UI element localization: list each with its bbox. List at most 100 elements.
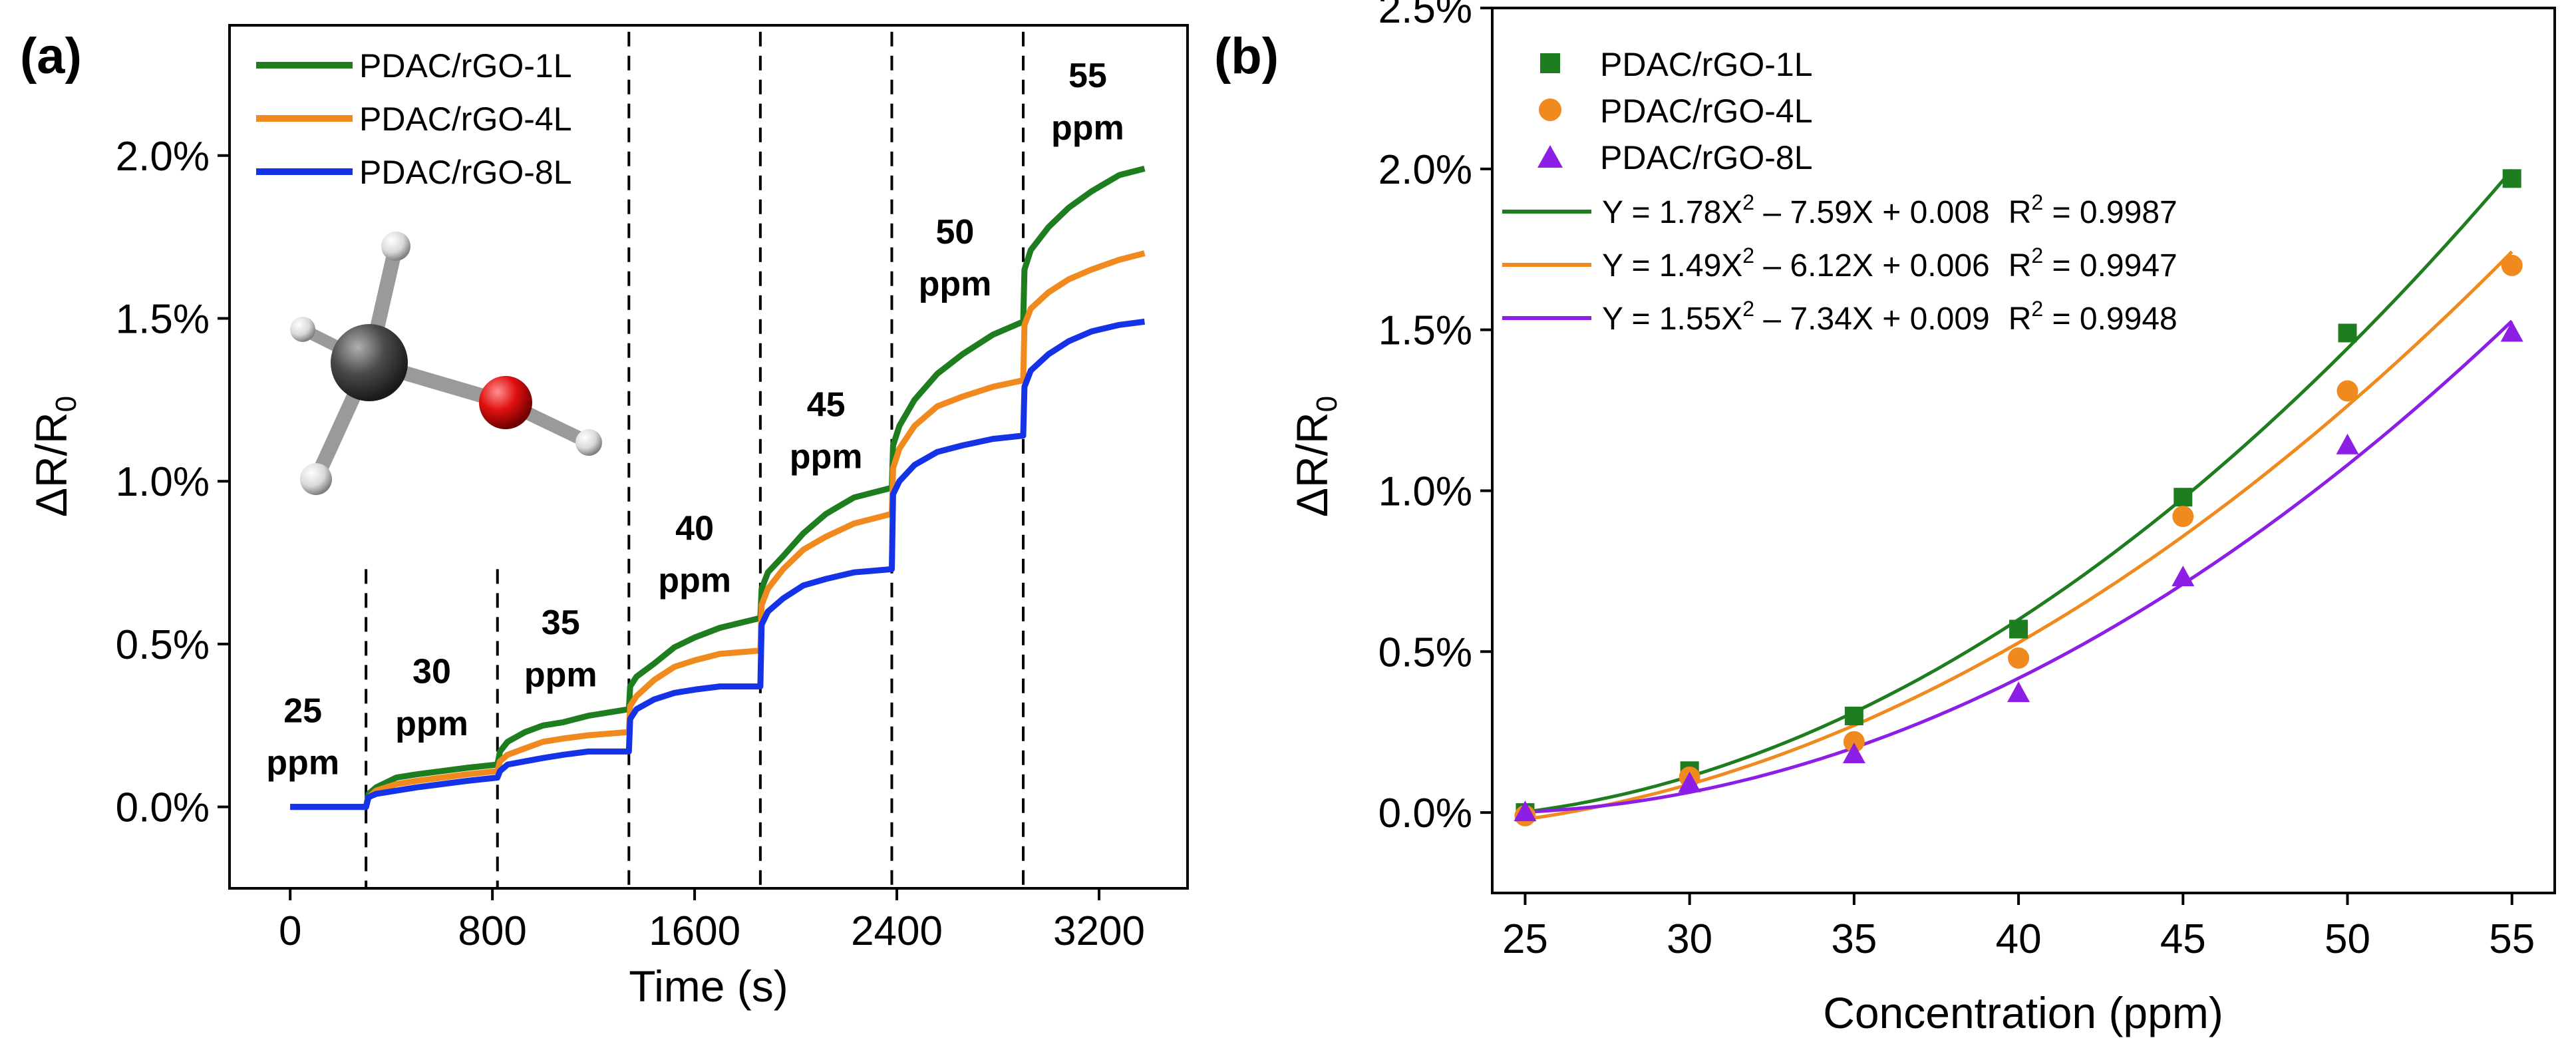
b-point-triangle [2336, 433, 2359, 454]
b-y-tick-label: 0.0% [1378, 791, 1472, 836]
b-y-axis-title: ΔR/R0 [1287, 396, 1343, 517]
b-fit-curve-2 [1525, 250, 2513, 821]
a-y-axis-title-sub: 0 [50, 396, 82, 412]
fit-eq-main: Y = 1.49X [1602, 248, 1742, 283]
b-x-ticks: 25 30 35 40 45 50 55 [1502, 893, 2535, 962]
fit-eq-rest: – 7.59X + 0.008 [1754, 195, 1990, 230]
b-data-points [1514, 169, 2523, 826]
a-ppm-unit-1: ppm [266, 744, 339, 783]
a-ppm-unit-6: ppm [919, 265, 992, 303]
methanol-molecule-icon [290, 232, 602, 495]
fit-r2-value: = 0.9948 [2043, 301, 2177, 337]
b-legend-fit-eq-8l: Y = 1.55X2 – 7.34X + 0.009 R2 = 0.9948 [1602, 297, 2177, 337]
a-ppm-unit-2: ppm [395, 705, 468, 743]
a-ppm-value-4: 40 [675, 509, 714, 548]
hydrogen-atom-icon [575, 429, 602, 456]
fit-eq-exponent: 2 [1742, 190, 1754, 214]
fit-r2-exponent: 2 [2031, 244, 2043, 267]
fit-eq-exponent: 2 [1742, 244, 1754, 267]
fit-eq-exponent: 2 [1742, 297, 1754, 321]
panel-b: (b) 25 30 35 40 45 50 55 0.0% 0.5% 1.0% 1.5% 2.0% 2… [1214, 0, 2556, 1037]
panel-a-label: (a) [20, 28, 82, 85]
fit-r2-exponent: 2 [2031, 190, 2043, 214]
b-y-tick-label: 1.0% [1378, 468, 1472, 514]
b-y-axis-title-sub: 0 [1311, 396, 1343, 412]
a-series-line-3 [290, 318, 1145, 810]
a-legend-label-1l: PDAC/rGO-1L [359, 47, 572, 85]
b-point-circle [2501, 254, 2523, 276]
b-x-axis-title: Concentration (ppm) [1823, 988, 2223, 1037]
a-series [290, 166, 1146, 810]
a-ppm-unit-4: ppm [658, 562, 731, 600]
a-series-line-1 [290, 166, 1146, 810]
b-point-triangle [1514, 800, 1537, 822]
a-y-tick-label: 0.5% [116, 622, 210, 668]
b-y-ticks: 0.0% 0.5% 1.0% 1.5% 2.0% 2.5% [1378, 0, 1492, 836]
hydrogen-atom-icon [300, 463, 332, 495]
b-y-axis-title-main: ΔR/R [1287, 412, 1337, 517]
a-legend-label-8l: PDAC/rGO-8L [359, 154, 572, 191]
a-plot-frame [228, 24, 1189, 890]
fit-r2-label: R [2009, 195, 2032, 230]
a-y-tick-label: 1.0% [116, 459, 210, 505]
a-legend: PDAC/rGO-1L PDAC/rGO-4L PDAC/rGO-8L [256, 47, 572, 191]
a-ppm-unit-3: ppm [524, 656, 597, 695]
b-x-tick-label: 50 [2325, 916, 2370, 962]
a-ppm-unit-7: ppm [1051, 108, 1124, 147]
fit-r2-value: = 0.9947 [2043, 248, 2177, 283]
hydrogen-atom-icon [381, 232, 410, 261]
b-y-tick-label: 2.0% [1378, 147, 1472, 193]
a-y-tick-label: 1.5% [116, 296, 210, 342]
a-ppm-value-2: 30 [412, 653, 451, 691]
a-ppm-value-7: 55 [1068, 57, 1107, 95]
a-y-ticks: 0.0% 0.5% 1.0% 1.5% 2.0% [116, 134, 230, 831]
b-legend-fit-eq-1l: Y = 1.78X2 – 7.59X + 0.008 R2 = 0.9987 [1602, 190, 2177, 230]
hydrogen-atom-icon [290, 317, 315, 342]
b-legend-marker-4l [1539, 98, 1561, 121]
b-y-tick-label: 1.5% [1378, 308, 1472, 354]
fit-r2-value: = 0.9987 [2043, 195, 2177, 230]
b-x-tick-label: 35 [1831, 916, 1877, 962]
panel-b-label: (b) [1214, 28, 1279, 85]
b-x-tick-label: 40 [1996, 916, 2042, 962]
a-ppm-value-3: 35 [542, 604, 580, 642]
a-x-tick-label: 1600 [649, 908, 740, 954]
b-legend-marker-1l [1540, 53, 1560, 73]
a-series-line-2 [290, 250, 1146, 810]
b-point-square [1844, 707, 1863, 725]
carbon-atom-icon [331, 324, 408, 401]
b-point-triangle [2500, 321, 2523, 342]
b-point-triangle [1842, 743, 1865, 764]
b-point-square [2502, 169, 2521, 188]
a-x-ticks: 0 800 1600 2400 3200 [279, 888, 1145, 954]
a-ppm-labels: 25 ppm 30 ppm 35 ppm 40 ppm 45 ppm 50 ppm 55 ppm [266, 57, 1124, 783]
a-ppm-unit-5: ppm [790, 438, 863, 476]
a-y-tick-label: 2.0% [116, 134, 210, 180]
a-legend-label-4l: PDAC/rGO-4L [359, 100, 572, 138]
b-point-circle [2336, 380, 2358, 402]
a-y-tick-label: 0.0% [116, 785, 210, 831]
a-x-axis-title: Time (s) [629, 962, 788, 1011]
b-y-tick-label: 0.5% [1378, 629, 1472, 675]
b-legend-label-1l: PDAC/rGO-1L [1600, 46, 1813, 83]
b-point-triangle [1678, 771, 1701, 793]
a-ppm-value-1: 25 [283, 691, 322, 730]
b-point-square [2174, 488, 2193, 507]
b-x-tick-label: 45 [2160, 916, 2206, 962]
a-dividers [365, 31, 1025, 888]
b-legend-label-4l: PDAC/rGO-4L [1600, 92, 1813, 130]
b-point-circle [1843, 731, 1865, 753]
b-fit-curve-3 [1525, 319, 2513, 814]
oxygen-atom-icon [479, 376, 532, 429]
b-legend-label-8l: PDAC/rGO-8L [1600, 139, 1813, 176]
fit-r2-label: R [2009, 301, 2032, 337]
fit-eq-main: Y = 1.55X [1602, 301, 1742, 337]
a-x-tick-label: 3200 [1053, 908, 1145, 954]
b-x-tick-label: 55 [2489, 916, 2535, 962]
b-point-triangle [2172, 566, 2195, 587]
fit-eq-rest: – 6.12X + 0.006 [1754, 248, 1990, 283]
fit-eq-main: Y = 1.78X [1602, 195, 1742, 230]
b-legend: PDAC/rGO-1L PDAC/rGO-4L PDAC/rGO-8L Y = … [1502, 46, 2177, 337]
a-x-tick-label: 800 [458, 908, 526, 954]
